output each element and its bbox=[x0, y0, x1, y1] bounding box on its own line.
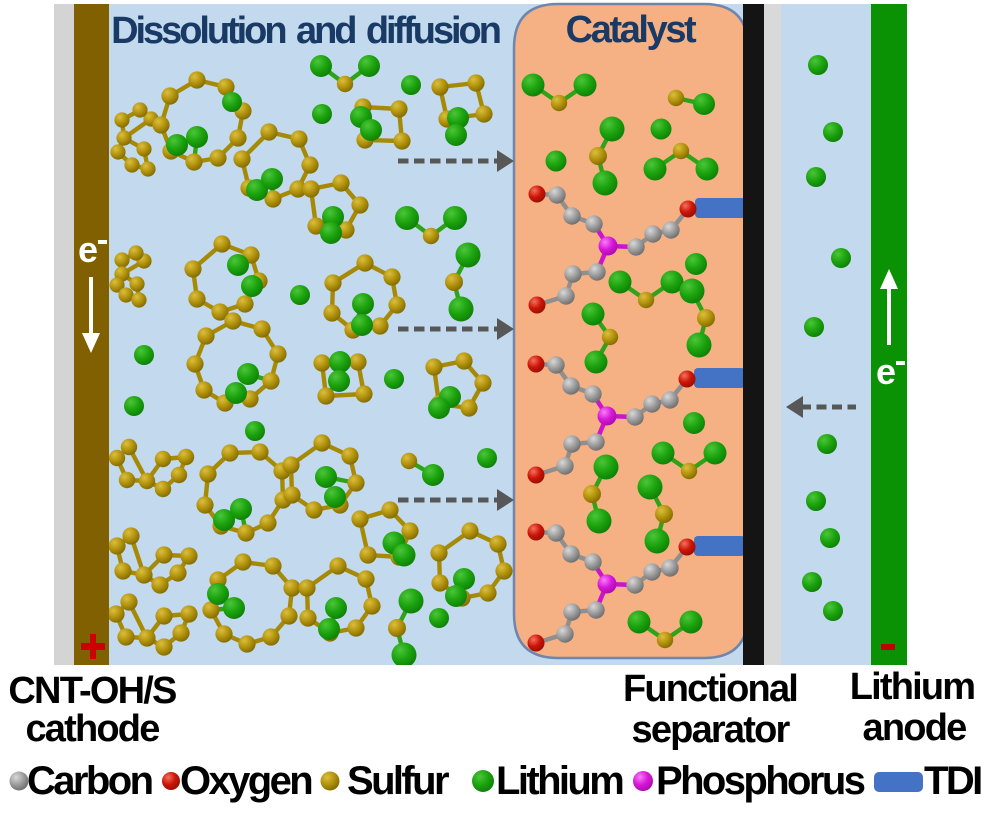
svg-text:e: e bbox=[78, 229, 98, 270]
svg-text:Phosphorus: Phosphorus bbox=[656, 759, 865, 803]
svg-text:Lithium: Lithium bbox=[496, 759, 623, 803]
svg-text:cathode: cathode bbox=[25, 708, 159, 750]
svg-text:Functional: Functional bbox=[623, 668, 797, 710]
svg-text:separator: separator bbox=[632, 709, 791, 751]
svg-text:TDI: TDI bbox=[924, 759, 981, 803]
svg-text:Dissolution and diffusion: Dissolution and diffusion bbox=[111, 10, 500, 52]
svg-text:Carbon: Carbon bbox=[27, 759, 152, 803]
svg-text:Oxygen: Oxygen bbox=[180, 759, 311, 803]
svg-text:Lithium: Lithium bbox=[850, 666, 975, 708]
svg-text:Sulfur: Sulfur bbox=[347, 759, 449, 803]
svg-text:CNT-OH/S: CNT-OH/S bbox=[8, 670, 176, 712]
svg-text:e: e bbox=[876, 351, 896, 392]
svg-text:anode: anode bbox=[863, 707, 967, 749]
svg-text:Catalyst: Catalyst bbox=[566, 9, 697, 51]
